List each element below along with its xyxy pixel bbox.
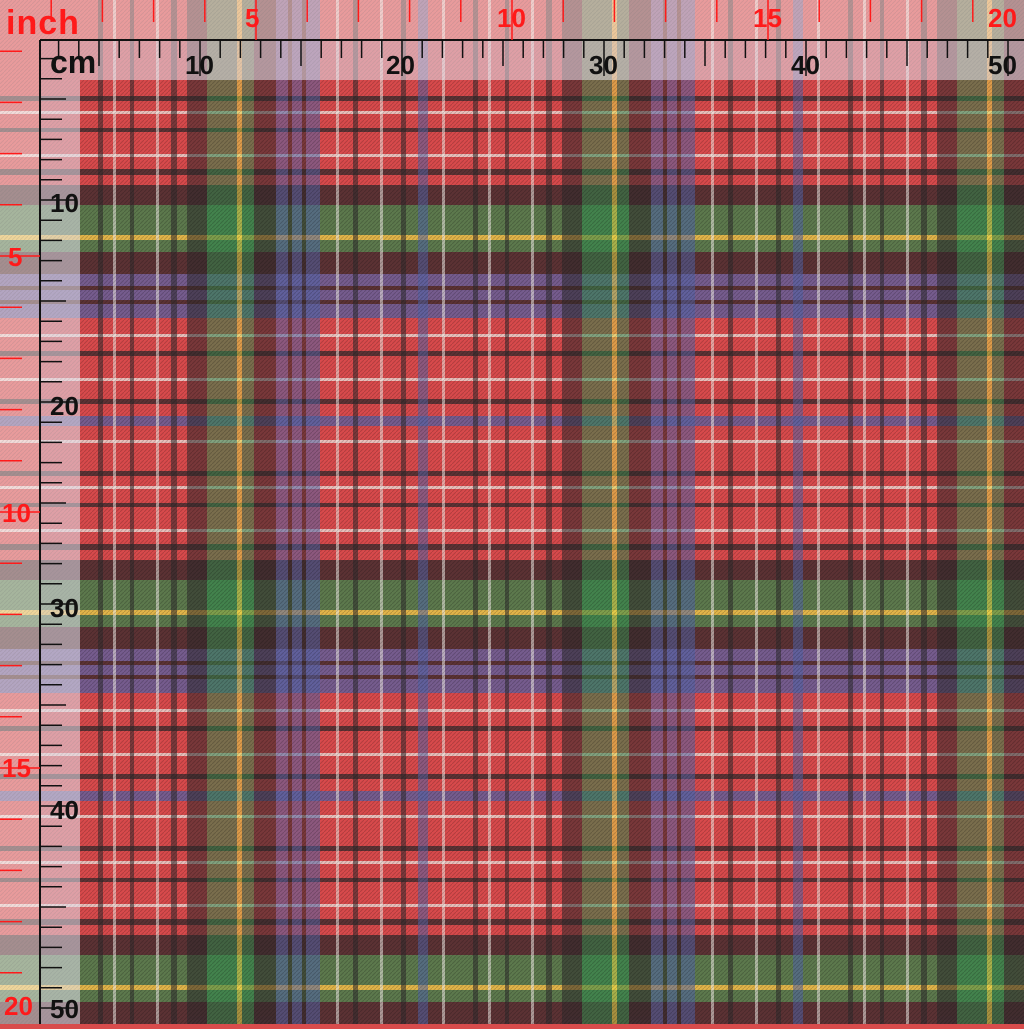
tartan-pattern [0, 0, 1024, 1024]
tartan-fabric-swatch [0, 0, 1024, 1024]
